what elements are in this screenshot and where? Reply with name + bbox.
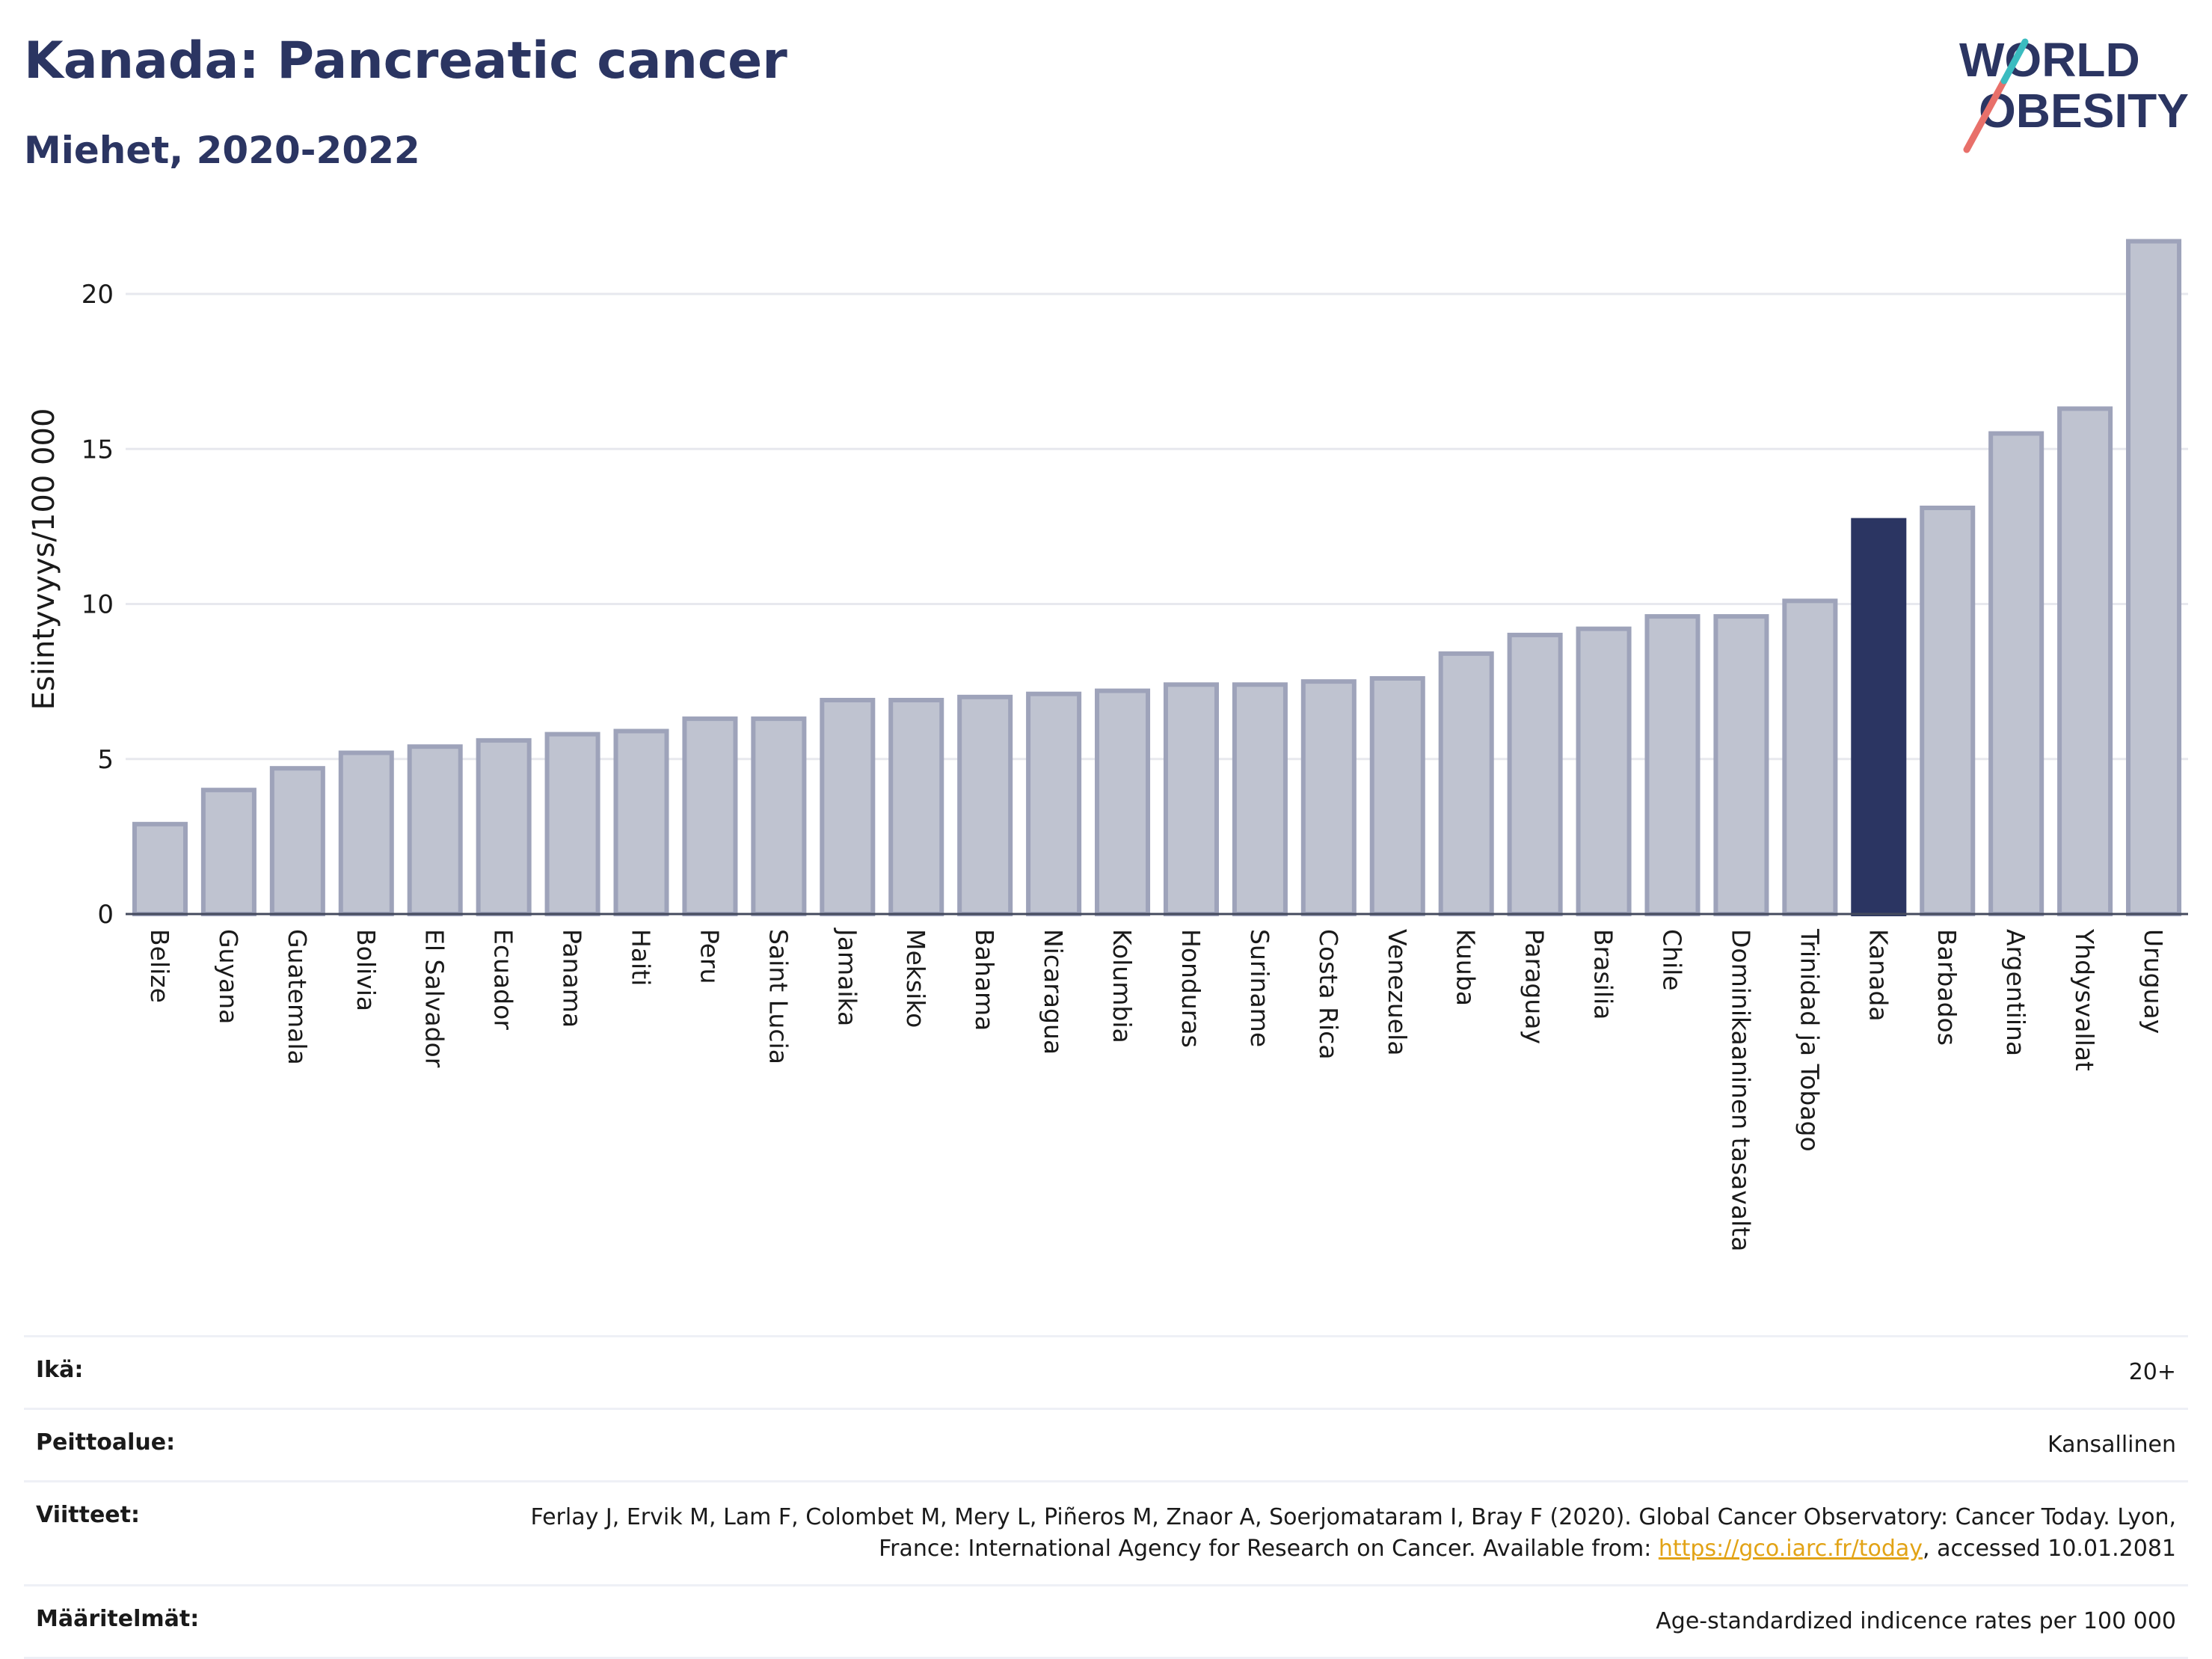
reference-link[interactable]: https://gco.iarc.fr/today (1658, 1536, 1923, 1562)
meta-row-references: Viitteet: Ferlay J, Ervik M, Lam F, Colo… (24, 1480, 2188, 1584)
bar-bahama (957, 694, 1013, 916)
x-category-label: Honduras (1176, 929, 1205, 1048)
y-tick-label: 10 (82, 590, 114, 620)
x-category-label: Guyana (214, 929, 243, 1024)
meta-coverage-label: Peittoalue: (36, 1429, 176, 1456)
meta-age-label: Ikä: (36, 1357, 84, 1383)
y-tick-label: 5 (97, 745, 114, 775)
x-category-label: Suriname (1245, 929, 1274, 1047)
meta-row-coverage: Peittoalue: Kansallinen (24, 1408, 2188, 1480)
bar-argentiina (1988, 431, 2044, 916)
x-category-label: Dominikaaninen tasavalta (1726, 929, 1755, 1251)
x-category-label: Kanada (1864, 929, 1893, 1022)
x-category-label: Paraguay (1520, 929, 1549, 1044)
x-category-label: Trinidad ja Tobago (1795, 928, 1824, 1152)
x-category-label: Haiti (627, 929, 656, 986)
bar-costa-rica (1300, 679, 1357, 916)
y-tick-label: 15 (82, 435, 114, 464)
x-category-label: Panama (558, 929, 587, 1028)
x-category-label: Guatemala (283, 929, 312, 1065)
meta-definitions-value: Age-standardized indicence rates per 100… (1656, 1608, 2176, 1634)
bar-el-salvador (407, 744, 463, 916)
y-tick-label: 20 (82, 280, 114, 310)
meta-row-age: Ikä: 20+ (24, 1335, 2188, 1408)
svg-text:OBESITY: OBESITY (1979, 84, 2189, 138)
x-category-label: Chile (1658, 929, 1687, 991)
bar-venezuela (1369, 675, 1425, 916)
bar-jamaika (820, 697, 876, 916)
bar-brasilia (1576, 626, 1632, 916)
x-category-label: Bolivia (351, 929, 381, 1011)
metadata-table: Ikä: 20+ Peittoalue: Kansallinen Viittee… (24, 1335, 2188, 1659)
x-category-label: Kolumbia (1107, 929, 1137, 1043)
bar-haiti (613, 729, 669, 916)
reference-accessed: , accessed 10.01.2081 (1923, 1536, 2176, 1562)
y-tick-label: 0 (97, 900, 114, 930)
meta-definitions-label: Määritelmät: (36, 1606, 200, 1632)
world-obesity-logo: WORLD OBESITY (1944, 22, 2199, 157)
y-axis-ticks: 0 5 10 15 20 (82, 280, 114, 930)
y-axis-label: Esiintyvyys/100 000 (27, 408, 61, 711)
bar-kanada (1851, 518, 1907, 916)
x-category-label: Brasilia (1589, 929, 1618, 1019)
bar-kolumbia (1095, 688, 1151, 916)
x-category-label: Jamaika (832, 927, 861, 1026)
bar-yhdysvallat (2057, 406, 2113, 916)
x-category-label: Yhdysvallat (2070, 928, 2099, 1071)
x-axis-category-labels: Belize Guyana Guatemala Bolivia El Salvador E… (145, 927, 2168, 1251)
bar-meksiko (888, 697, 944, 916)
meta-coverage-value: Kansallinen (2047, 1432, 2176, 1458)
x-category-label: Uruguay (2139, 929, 2168, 1034)
bar-saint-lucia (751, 716, 807, 916)
bar-belize (132, 821, 188, 917)
x-category-label: Bahama (970, 929, 999, 1031)
bar-ecuador (476, 737, 532, 916)
bar-trinidad-ja-tobago (1782, 598, 1838, 916)
bar-honduras (1163, 682, 1219, 917)
bars (132, 239, 2182, 917)
bar-panama (544, 732, 600, 917)
bar-guatemala (269, 766, 325, 917)
x-category-label: Barbados (1932, 929, 1961, 1046)
bar-paraguay (1507, 632, 1563, 916)
reference-text: Ferlay J, Ervik M, Lam F, Colombet M, Me… (530, 1504, 2176, 1562)
bar-kuuba (1438, 651, 1494, 916)
bar-chile (1644, 614, 1701, 917)
x-category-label: Meksiko (901, 929, 930, 1028)
bar-bolivia (338, 750, 394, 917)
bar-peru (682, 716, 738, 916)
x-category-label: Nicaragua (1039, 929, 1068, 1055)
x-category-label: Argentiina (2001, 929, 2030, 1056)
bar-suriname (1232, 682, 1288, 917)
bar-barbados (1920, 506, 1976, 916)
meta-age-value: 20+ (2128, 1359, 2176, 1385)
x-category-label: Belize (145, 929, 174, 1003)
world-obesity-logo-graphic: WORLD OBESITY (1959, 33, 2189, 153)
x-category-label: Kuuba (1451, 929, 1481, 1006)
x-category-label: Peru (695, 929, 724, 984)
x-category-label: El Salvador (420, 929, 449, 1068)
x-category-label: Ecuador (489, 929, 518, 1030)
bar-nicaragua (1026, 691, 1082, 917)
x-category-label: Venezuela (1383, 929, 1412, 1055)
x-category-label: Costa Rica (1314, 929, 1343, 1060)
meta-references-label: Viitteet: (36, 1502, 140, 1528)
x-category-label: Saint Lucia (764, 929, 793, 1064)
bar-uruguay (2126, 239, 2182, 917)
svg-text:WORLD: WORLD (1959, 33, 2140, 87)
bar-chart: 0 5 10 15 20 Belize Guyana Guatemala Bolivia El … (27, 239, 2188, 1251)
bar-guyana (200, 788, 256, 916)
bar-dominikaaninen-tasavalta (1713, 614, 1769, 917)
chart-subtitle: Miehet, 2020-2022 (24, 129, 420, 172)
meta-references-value: Ferlay J, Ervik M, Lam F, Colombet M, Me… (456, 1502, 2176, 1565)
meta-row-definitions: Määritelmät: Age-standardized indicence … (24, 1584, 2188, 1659)
chart-title: Kanada: Pancreatic cancer (24, 31, 787, 91)
